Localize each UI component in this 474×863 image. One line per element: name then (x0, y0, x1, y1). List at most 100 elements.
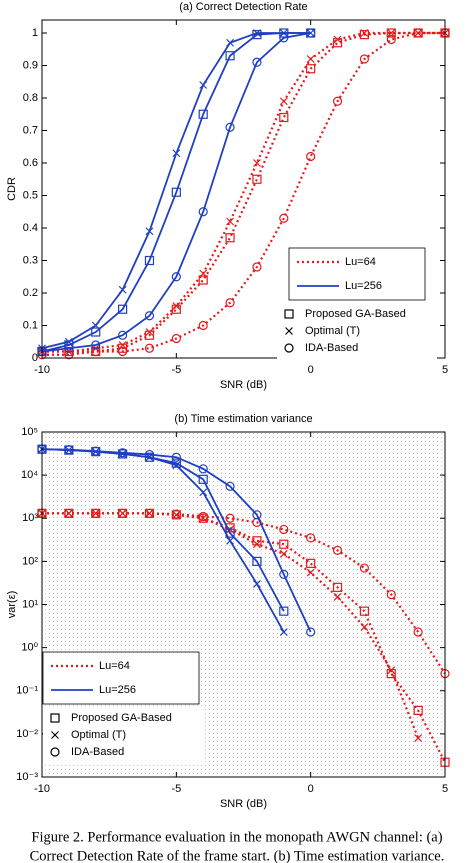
marker-cross (226, 217, 234, 226)
marker-circle (386, 589, 396, 600)
marker-square (171, 187, 181, 197)
marker-square (144, 255, 155, 266)
legend-label: IDA-Based (305, 342, 358, 354)
marker-circle (306, 533, 316, 543)
legend-label: IDA-Based (71, 746, 124, 758)
marker-circle (413, 627, 423, 637)
y-tick-label: 10⁴ (21, 469, 38, 481)
y-tick-label: 0.8 (23, 92, 38, 104)
legend-label: Lu=64 (99, 660, 130, 672)
marker-square (306, 64, 316, 74)
marker-cross (199, 81, 208, 89)
marker-cross (306, 29, 315, 37)
marker-circle (332, 96, 343, 106)
marker-square (198, 474, 208, 484)
marker-circle (117, 330, 128, 340)
marker-square (198, 275, 208, 285)
marker-cross (199, 269, 208, 278)
marker-circle (198, 464, 208, 474)
y-tick-label: 0.4 (23, 222, 38, 234)
marker-cross (414, 734, 423, 742)
series-line (41, 32, 311, 353)
series-line (42, 31, 445, 353)
marker-cross (279, 29, 288, 37)
y-tick-label: 10⁻¹ (16, 685, 38, 697)
series-line (41, 448, 312, 633)
marker-cross (333, 35, 342, 44)
marker-square (198, 109, 208, 119)
marker-square (117, 304, 128, 314)
y-tick-label: 10⁰ (21, 642, 38, 654)
y-tick-label: 0.3 (23, 254, 38, 266)
marker-cross (118, 285, 127, 294)
plot-frame (41, 431, 446, 778)
marker-circle (306, 627, 316, 637)
marker-square (91, 327, 101, 337)
y-tick-label: 10⁻² (16, 728, 38, 740)
marker-cross (279, 628, 288, 636)
marker-circle (64, 445, 74, 455)
x-tick-label: 0 (308, 783, 314, 795)
marker-square (252, 174, 262, 184)
marker-cross (360, 623, 369, 631)
marker-cross (172, 149, 181, 158)
x-tick-label: -5 (171, 364, 181, 376)
x-tick-label: 5 (442, 364, 448, 376)
marker-cross (226, 38, 234, 47)
marker-cross (285, 327, 293, 335)
legend-label: Lu=256 (99, 684, 136, 696)
marker-circle (279, 524, 289, 535)
marker-square (386, 28, 396, 38)
x-tick-label: 5 (442, 783, 448, 795)
marker-circle (279, 33, 289, 43)
marker-circle (171, 452, 181, 462)
marker-cross (199, 488, 208, 497)
y-tick-label: 10⁻³ (16, 771, 38, 783)
legend-box (277, 304, 437, 360)
y-tick-label: 0.7 (23, 124, 38, 136)
series-line (42, 512, 446, 763)
marker-circle (279, 569, 289, 579)
x-tick-label: -10 (34, 364, 50, 376)
marker-circle (144, 343, 155, 353)
marker-circle (144, 311, 155, 321)
marker-square (279, 112, 289, 123)
y-tick-label: 10² (22, 555, 38, 567)
caption: Figure 2. Performance evaluation in the … (31, 829, 442, 845)
marker-square (252, 556, 262, 566)
marker-cross (387, 29, 396, 37)
marker-circle (64, 343, 74, 353)
marker-square (306, 558, 316, 568)
marker-circle (252, 262, 262, 272)
y-tick-label: 0 (32, 352, 38, 364)
marker-circle (144, 449, 155, 460)
marker-circle (117, 508, 128, 518)
marker-circle (64, 508, 74, 518)
x-tick-label: 0 (308, 364, 314, 376)
marker-circle (386, 34, 396, 45)
x-tick-label: -10 (34, 783, 50, 795)
marker-circle (252, 510, 262, 520)
marker-circle (225, 122, 235, 132)
y-tick-label: 1 (32, 27, 38, 39)
marker-square (359, 30, 369, 40)
x-tick-label: -5 (171, 783, 181, 795)
marker-square (284, 309, 294, 319)
chart-title: (a) Correct Detection Rate (179, 1, 307, 13)
series-line (42, 512, 446, 675)
y-tick-label: 0.1 (23, 319, 38, 331)
marker-cross (226, 536, 234, 545)
marker-cross (253, 579, 261, 588)
marker-cross (118, 341, 127, 349)
marker-circle (91, 508, 101, 518)
marker-square (332, 582, 343, 592)
marker-cross (64, 337, 73, 346)
legend-box (42, 651, 200, 705)
series-line (42, 31, 445, 353)
marker-circle (64, 350, 74, 360)
legend-box (288, 247, 426, 301)
y-tick-label: 0.5 (23, 189, 38, 201)
marker-cross (306, 55, 315, 63)
legend-label: Lu=256 (345, 280, 382, 292)
